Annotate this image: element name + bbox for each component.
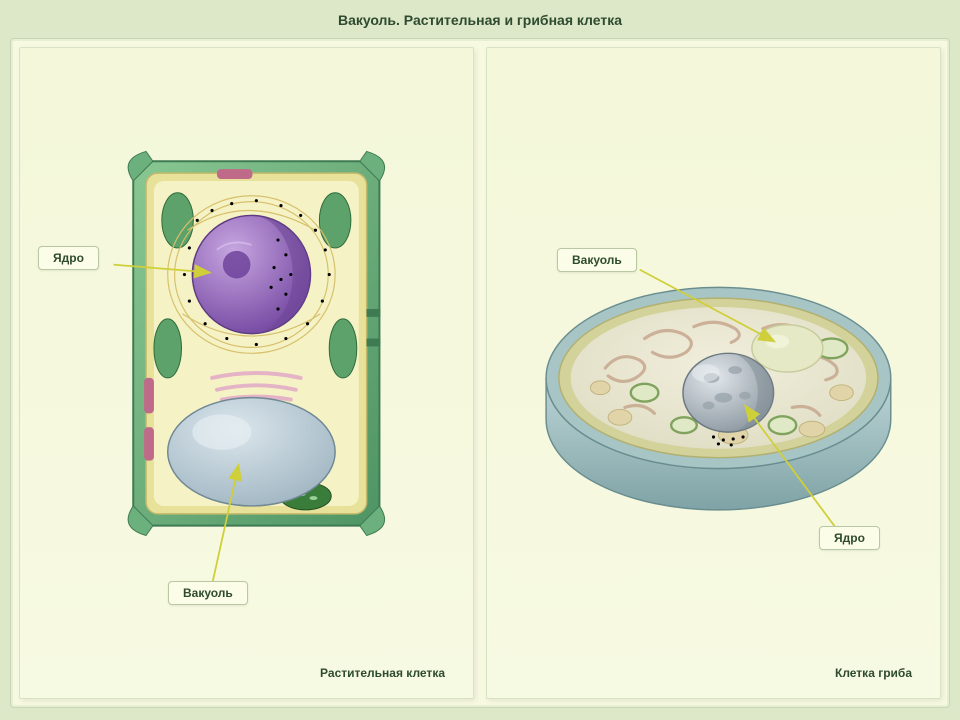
page-title: Вакуоль. Растительная и грибная клетка: [6, 6, 954, 38]
fungus-cell-panel: Вакуоль Ядро Клетка гриба: [486, 47, 941, 699]
page-root: Вакуоль. Растительная и грибная клетка: [0, 0, 960, 720]
fungus-caption: Клетка гриба: [835, 666, 912, 680]
plant-cell-panel: Ядро Вакуоль Растительная клетка: [19, 47, 474, 699]
plant-vacuole-label: Вакуоль: [168, 581, 248, 605]
plant-nucleus-label: Ядро: [38, 246, 99, 270]
fungus-vacuole-label: Вакуоль: [557, 248, 637, 272]
fungus-cell-diagram: [487, 48, 940, 698]
plant-caption: Растительная клетка: [320, 666, 445, 680]
fungus-nucleus-label: Ядро: [819, 526, 880, 550]
content-frame: Ядро Вакуоль Растительная клетка: [10, 38, 950, 708]
